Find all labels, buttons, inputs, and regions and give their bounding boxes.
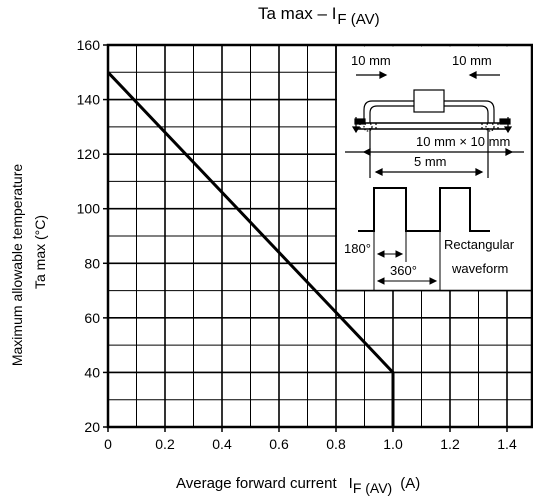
lead-right-outer — [444, 100, 495, 123]
x-axis-label: Average forward current IF (AV) (A) — [176, 475, 420, 496]
lead-left-outer — [363, 100, 414, 123]
angle-360-arrow-left — [376, 277, 385, 285]
chart-title: Ta max – IF (AV) — [258, 4, 380, 28]
chart-title-subscript: F (AV) — [337, 11, 379, 28]
angle-360-label: 360° — [390, 263, 417, 278]
dim-10mm-right-label: 10 mm — [452, 53, 492, 68]
x-axis-label-symbol: I — [349, 475, 353, 492]
dim-arrowhead-right — [468, 71, 477, 79]
angle-360-arrow-right — [429, 277, 438, 285]
x-axis-label-main: Average forward current — [176, 475, 337, 492]
y-axis-label-line2: Ta max (°C) — [32, 215, 48, 289]
dim-5mm-label: 5 mm — [414, 154, 447, 169]
x-tick-label: 0.8 — [326, 436, 346, 452]
x-tick-label: 1.4 — [497, 436, 517, 452]
inset-cover — [337, 46, 531, 291]
waveform-label-line1: Rectangular — [444, 237, 515, 252]
x-axis-label-subscript: F (AV) — [353, 480, 392, 496]
x-tick-label: 0 — [104, 436, 112, 452]
angle-180-arrow-left — [376, 250, 385, 258]
y-axis-label-line1: Maximum allowable temperature — [9, 164, 25, 367]
x-tick-labels: 0 0.2 0.4 0.6 0.8 1.0 1.2 1.4 — [104, 436, 517, 452]
end-arrowhead-right — [503, 126, 513, 134]
dim-10mm-left-label: 10 mm — [351, 53, 391, 68]
dim-5mm-arrow-right — [475, 168, 484, 176]
major-gridlines — [108, 45, 533, 427]
solder-left — [359, 123, 377, 129]
x-tick-label: 1.2 — [440, 436, 460, 452]
x-tick-label: 0.4 — [212, 436, 232, 452]
data-series — [106, 71, 395, 427]
dim-arrowhead-left — [379, 71, 388, 79]
dim-5mm-arrow-left — [374, 168, 383, 176]
solder-joint-left — [363, 122, 373, 132]
lead-right-inner — [444, 105, 489, 123]
y-tick-label: 60 — [84, 310, 100, 326]
waveform-label-line2: waveform — [451, 261, 508, 276]
y-tick-labels: 20 40 60 80 100 120 140 160 — [77, 37, 101, 435]
component-body — [413, 89, 445, 113]
y-tick-label: 80 — [84, 255, 100, 271]
x-tick-label: 0.6 — [269, 436, 289, 452]
plot-frame — [106, 43, 533, 429]
solder-right — [481, 123, 499, 129]
end-arrowhead-left — [351, 126, 361, 134]
dim-pad-label: 10 mm × 10 mm — [416, 134, 510, 149]
lead-left-inner — [369, 105, 414, 123]
pad-right — [499, 118, 511, 125]
x-tick-label: 1.0 — [383, 436, 403, 452]
inset-background — [337, 46, 531, 291]
y-tick-label: 20 — [84, 419, 100, 435]
x-axis-label-unit: (A) — [400, 475, 420, 492]
x-tick-label: 0.2 — [155, 436, 175, 452]
waveform-line — [358, 187, 490, 232]
solder-joint-right — [485, 122, 495, 132]
mounting-diagram: 10 mm 10 mm 10 mm × 10 mm — [345, 53, 524, 178]
dim-pad-arrow-right — [505, 148, 514, 156]
chart-title-main: Ta max – I — [258, 4, 336, 23]
y-tick-label: 140 — [77, 92, 101, 108]
y-tick-label: 40 — [84, 364, 100, 380]
y-tick-label: 160 — [77, 37, 101, 53]
series-line — [106, 71, 395, 427]
y-tick-label: 120 — [77, 146, 101, 162]
y-tick-label: 100 — [77, 201, 101, 217]
rectangular-waveform-diagram: 180° 360° Rectangular waveform — [344, 187, 515, 290]
angle-180-arrow-right — [395, 250, 404, 258]
angle-180-label: 180° — [344, 241, 371, 256]
